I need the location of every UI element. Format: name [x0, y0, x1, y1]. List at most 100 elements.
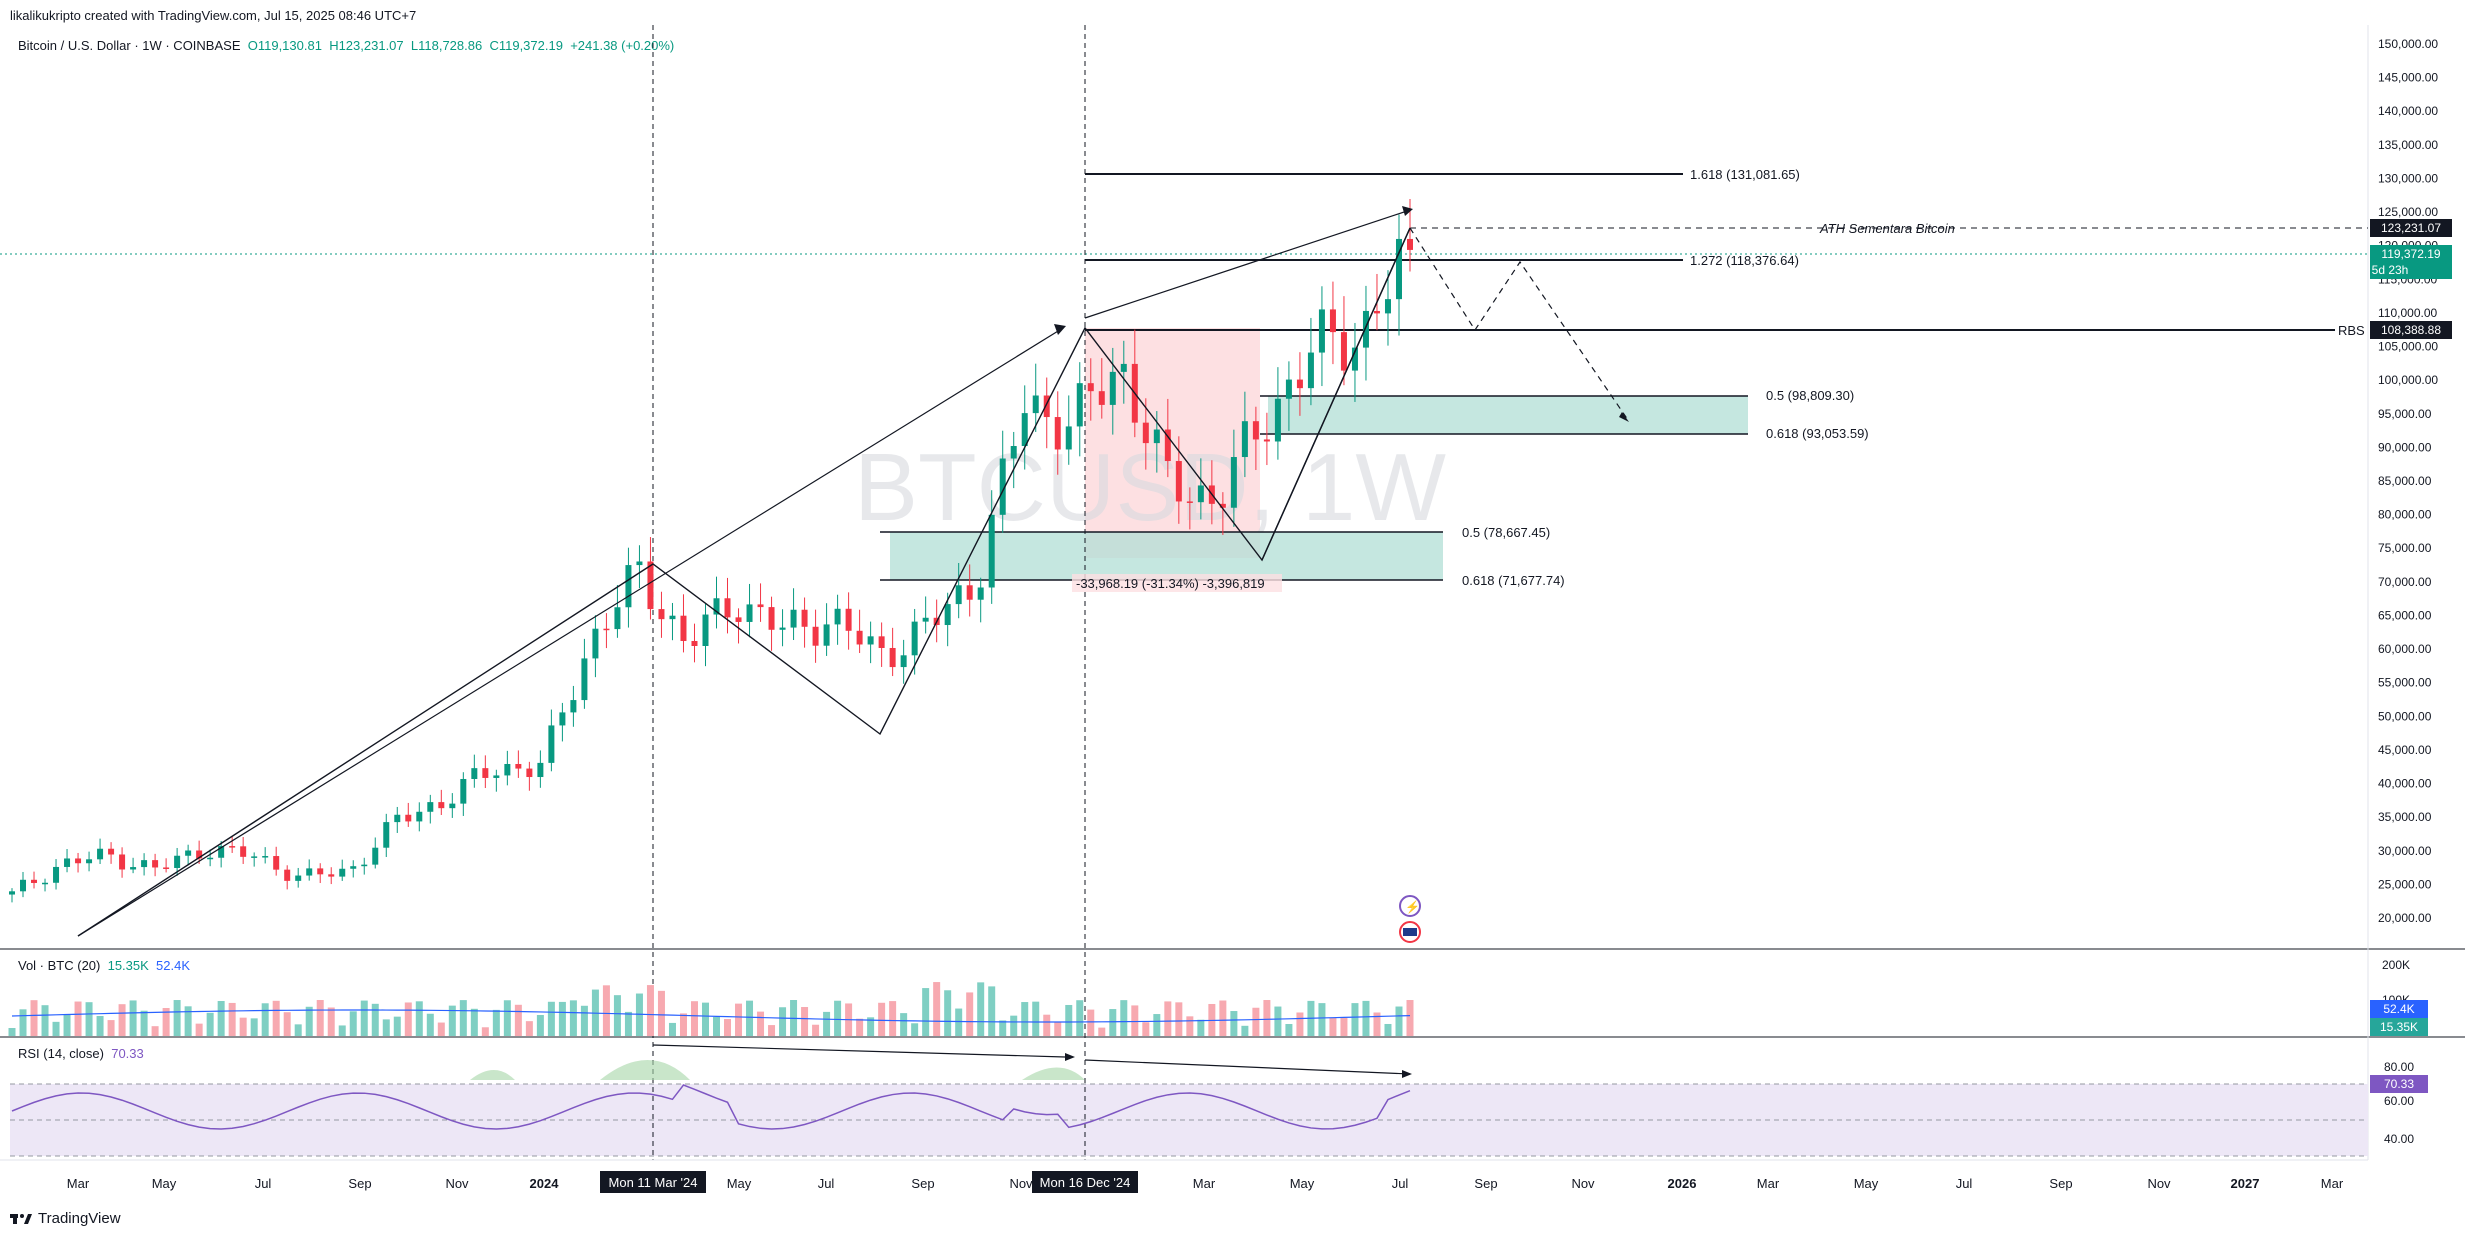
upper-fib-zone	[1268, 396, 1748, 434]
candle-body	[1384, 299, 1391, 314]
volume-bar	[305, 1006, 313, 1036]
candle-body	[196, 850, 203, 859]
candle-body	[999, 458, 1006, 515]
volume-bar	[217, 1000, 225, 1036]
measure-label: -33,968.19 (-31.34%) -3,396,819	[1076, 576, 1265, 591]
candle-body	[702, 614, 709, 646]
ath-price-tag-text: 123,231.07	[2381, 221, 2441, 235]
volume-bar	[1362, 1000, 1370, 1036]
rsi-divergence-a	[652, 1044, 1066, 1058]
last-price-tag	[2370, 245, 2452, 279]
candle-body	[878, 636, 885, 648]
candle-body	[141, 860, 148, 868]
candle-body	[1252, 421, 1259, 440]
volume-ma-value: 52.4K	[156, 958, 191, 973]
volume-bar	[911, 1023, 919, 1036]
price-tick-label: 80,000.00	[2378, 508, 2432, 522]
price-tick-label: 20,000.00	[2378, 911, 2432, 925]
time-tick-label: Nov	[1571, 1176, 1595, 1191]
volume-bar	[1109, 1009, 1117, 1036]
candle-body	[680, 615, 687, 641]
volume-bar	[1351, 1003, 1359, 1036]
time-tick-label: May	[727, 1176, 752, 1191]
volume-bar	[1142, 1022, 1150, 1036]
volume-bar	[933, 982, 941, 1036]
volume-bar	[470, 1008, 478, 1036]
volume-bar	[1153, 1014, 1161, 1036]
volume-bar	[922, 988, 930, 1036]
candle-body	[1351, 347, 1358, 371]
ath-price-tag	[2370, 219, 2452, 237]
candle-body	[416, 811, 423, 822]
volume-bar	[41, 1005, 49, 1036]
candle-body	[295, 875, 302, 881]
volume-bar	[1318, 1003, 1326, 1036]
candle-body	[372, 847, 379, 865]
candle-body	[977, 587, 984, 600]
flash-icon[interactable]	[1399, 895, 1421, 917]
candle-body	[251, 856, 258, 858]
candle-body	[1307, 352, 1314, 389]
volume-bar	[1065, 1004, 1073, 1036]
candle-body	[482, 768, 489, 778]
candle-body	[284, 869, 291, 881]
candle-body	[405, 814, 412, 822]
candle-body	[867, 636, 874, 645]
volume-bar	[779, 1007, 787, 1036]
volume-bar	[1054, 1021, 1062, 1036]
volume-bar	[151, 1026, 159, 1036]
price-tick-label: 105,000.00	[2378, 340, 2438, 354]
candle-body	[526, 768, 533, 778]
ath-label: ATH Sementara Bitcoin	[1819, 221, 1955, 236]
candle-body	[350, 866, 357, 869]
volume-bar	[657, 990, 665, 1036]
tradingview-logo[interactable]: TradingView	[10, 1210, 121, 1227]
candle-body	[889, 647, 896, 668]
candle-body	[724, 598, 731, 618]
candle-body	[460, 778, 467, 804]
volume-bar	[1164, 1001, 1172, 1036]
candle-body	[1373, 310, 1380, 314]
volume-bar	[558, 1001, 566, 1036]
cursor-b-tag	[1032, 1171, 1138, 1193]
candle-body	[339, 868, 346, 877]
candle-body	[1175, 461, 1182, 502]
price-tick-label: 150,000.00	[2378, 37, 2438, 51]
rsi-axis-40: 40.00	[2384, 1132, 2414, 1146]
candle-body	[20, 879, 27, 892]
candle-body	[1142, 422, 1149, 444]
candle-body	[581, 658, 588, 701]
candle-body	[658, 609, 665, 620]
volume-bar	[1274, 1006, 1282, 1036]
volume-bar	[889, 1001, 897, 1036]
price-tick-label: 85,000.00	[2378, 474, 2432, 488]
volume-bar	[503, 1000, 511, 1036]
rbs-label: RBS	[2338, 323, 2365, 338]
fib-1618-label: 1.618 (131,081.65)	[1690, 167, 1800, 182]
candle-body	[966, 585, 973, 600]
candle-body	[944, 604, 951, 626]
candle-body	[900, 655, 907, 668]
candle-body	[1043, 395, 1050, 418]
volume-bar	[1263, 1000, 1271, 1036]
volume-tag	[2370, 1018, 2428, 1036]
volume-bar	[1241, 1025, 1249, 1036]
price-tick-label: 65,000.00	[2378, 608, 2432, 622]
rsi-pane-label: RSI (14, close) 70.33	[18, 1046, 144, 1061]
time-tick-label: 2026	[1668, 1176, 1697, 1191]
volume-bar	[1010, 1015, 1018, 1036]
candle-body	[1065, 426, 1072, 450]
time-tick-label: Jul	[1392, 1176, 1409, 1191]
candle-body	[1241, 421, 1248, 458]
volume-bar	[988, 986, 996, 1036]
candle-body	[713, 598, 720, 615]
candle-body	[1021, 413, 1028, 447]
price-tick-label: 60,000.00	[2378, 642, 2432, 656]
candle-body	[273, 856, 280, 870]
candle-body	[570, 700, 577, 713]
candle-body	[537, 762, 544, 778]
trend-line-major	[77, 327, 1064, 937]
time-tick-label: Sep	[348, 1176, 371, 1191]
time-tick-label: Sep	[1474, 1176, 1497, 1191]
